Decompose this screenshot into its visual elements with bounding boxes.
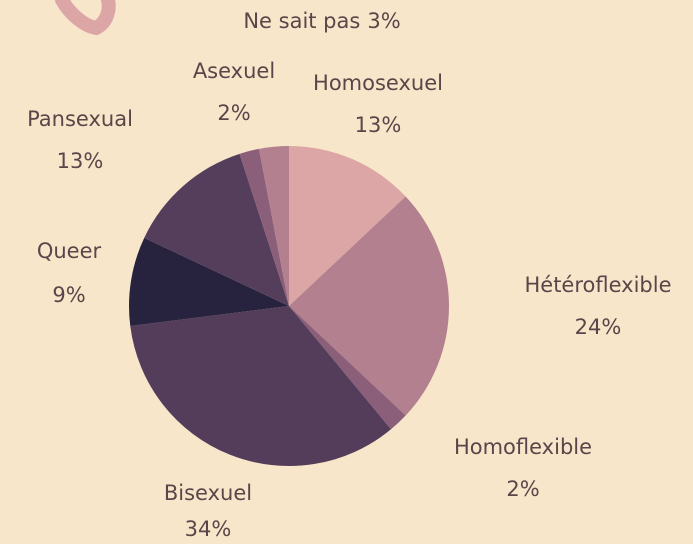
slice-label: Asexuel [193, 59, 275, 83]
slice-label: Ne sait pas [243, 9, 360, 33]
slice-label: Bisexuel [164, 481, 252, 505]
slice-label: Queer [37, 239, 102, 263]
slice-value-label: 2% [506, 477, 539, 501]
chart: Homosexuel 13% Hétéroflexible 24% Homoflexib… [0, 0, 693, 544]
slice-label: Homoflexible [454, 435, 592, 459]
slice-value-label: 3% [367, 9, 400, 33]
slice-label: Homosexuel [313, 71, 443, 95]
slice-label: Pansexual [27, 107, 133, 131]
slice-value-label: 34% [185, 517, 232, 541]
slice-label-group: Ne sait pas 3% [243, 9, 400, 33]
pie [129, 146, 449, 466]
slice-value-label: 13% [355, 113, 402, 137]
slice-value-label: 2% [217, 101, 250, 125]
slice-label: Hétéroflexible [524, 273, 671, 297]
slice-value-label: 24% [575, 315, 622, 339]
slice-value-label: 13% [57, 149, 104, 173]
slice-value-label: 9% [52, 283, 85, 307]
